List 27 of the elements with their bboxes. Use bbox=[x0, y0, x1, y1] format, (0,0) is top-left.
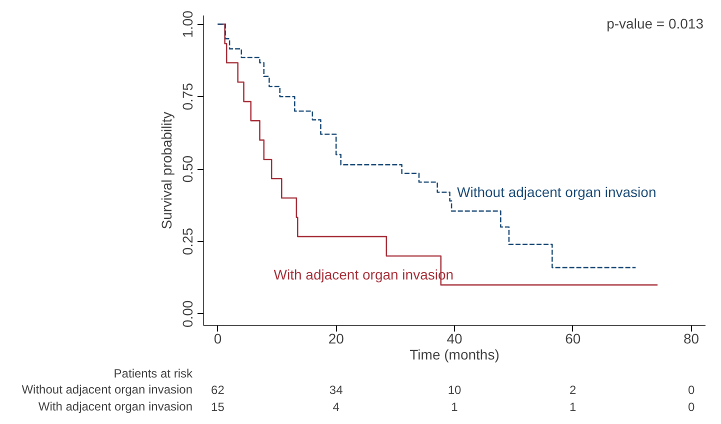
text: 4 bbox=[332, 400, 340, 414]
text: 62 bbox=[211, 383, 225, 397]
y-tick-label: 0.00 bbox=[180, 300, 196, 328]
y-tick-label: 0.50 bbox=[180, 155, 196, 183]
y-tick-label: 0.75 bbox=[180, 82, 196, 110]
text: 10 bbox=[448, 383, 462, 397]
text: 0 bbox=[688, 400, 695, 414]
text: 0 bbox=[688, 383, 695, 397]
text: 1 bbox=[451, 400, 458, 414]
y-axis-title: Survival probability bbox=[158, 112, 174, 230]
text: 2 bbox=[570, 383, 577, 397]
x-tick-label: 0 bbox=[214, 330, 222, 346]
x-tick-label: 40 bbox=[446, 330, 462, 346]
annotation: p-value = 0.013 bbox=[606, 16, 704, 32]
text: 1 bbox=[570, 400, 577, 414]
y-tick-label: 1.00 bbox=[180, 10, 196, 38]
x-tick-label: 20 bbox=[328, 330, 344, 346]
text: 15 bbox=[211, 400, 225, 414]
series-label: Without adjacent organ invasion bbox=[457, 184, 656, 200]
text: 34 bbox=[329, 383, 344, 397]
text: Without adjacent organ invasion bbox=[22, 382, 193, 396]
x-tick-label: 80 bbox=[684, 330, 700, 346]
text: With adjacent organ invasion bbox=[38, 400, 193, 414]
y-tick-label: 0.25 bbox=[180, 228, 196, 256]
x-tick-label: 60 bbox=[565, 330, 581, 346]
x-axis-title: Time (months) bbox=[410, 346, 500, 362]
text: Patients at risk bbox=[114, 366, 194, 380]
